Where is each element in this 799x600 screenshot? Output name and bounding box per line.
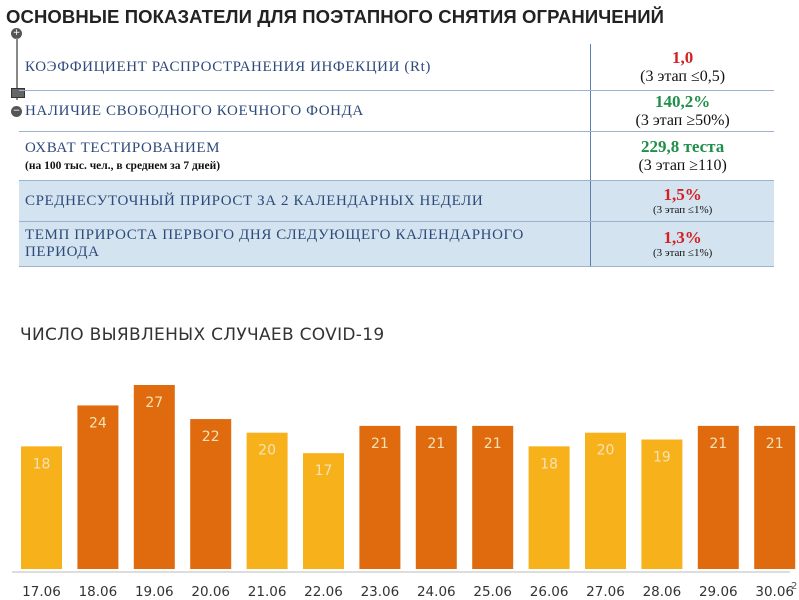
x-tick-label: 19.06 (135, 584, 174, 600)
indicator-row: НАЛИЧИЕ СВОБОДНОГО КОЕЧНОГО ФОНДА 140,2%(… (19, 91, 774, 132)
indicator-row: СРЕДНЕСУТОЧНЫЙ ПРИРОСТ ЗА 2 КАЛЕНДАРНЫХ … (19, 181, 774, 222)
x-tick-label: 26.06 (530, 584, 569, 600)
indicator-value: 1,0 (672, 48, 694, 68)
indicator-threshold: (3 этап ≥110) (638, 156, 727, 174)
indicator-value-cell: 1,5% (3 этап ≤1%) (590, 181, 774, 221)
page-title: ОСНОВНЫЕ ПОКАЗАТЕЛИ ДЛЯ ПОЭТАПНОГО СНЯТИ… (6, 6, 665, 27)
bar-30.06 (754, 425, 796, 569)
indicators-table: КОЭФФИЦИЕНТ РАСПРОСТРАНЕНИЯ ИНФЕКЦИИ (Rt… (19, 44, 774, 267)
zoom-slider-track (16, 38, 18, 100)
indicator-value-cell: 1,0 (3 этап ≤0,5) (590, 44, 774, 90)
page-number: 2 (791, 581, 797, 592)
bar-value-label: 24 (89, 415, 107, 431)
bar-22.06 (303, 453, 344, 569)
chart-title: ЧИСЛО ВЫЯВЛЕНЫХ СЛУЧАЕВ COVID-19 (20, 325, 385, 345)
indicator-label: СРЕДНЕСУТОЧНЫЙ ПРИРОСТ ЗА 2 КАЛЕНДАРНЫХ … (19, 181, 590, 221)
zoom-slider-thumb[interactable] (11, 88, 25, 98)
bar-value-label: 21 (709, 436, 727, 452)
indicator-label-text: ОХВАТ ТЕСТИРОВАНИЕМ (25, 140, 221, 156)
x-tick-label: 18.06 (79, 584, 118, 600)
indicator-label: НАЛИЧИЕ СВОБОДНОГО КОЕЧНОГО ФОНДА (19, 91, 590, 131)
zoom-slider[interactable]: + − (8, 28, 26, 118)
bar-value-label: 27 (145, 395, 163, 411)
indicator-row: КОЭФФИЦИЕНТ РАСПРОСТРАНЕНИЯ ИНФЕКЦИИ (Rt… (19, 44, 774, 91)
indicator-label: ОХВАТ ТЕСТИРОВАНИЕМ (на 100 тыс. чел., в … (19, 132, 590, 180)
bar-26.06 (528, 446, 570, 569)
bar-29.06 (697, 425, 739, 569)
bar-18.06 (77, 405, 119, 569)
bar-value-label: 21 (766, 436, 784, 452)
x-tick-label: 24.06 (417, 584, 456, 600)
bar-value-label: 19 (653, 450, 671, 466)
indicator-threshold: (3 этап ≤1%) (652, 247, 713, 260)
indicator-label-text: НАЛИЧИЕ СВОБОДНОГО КОЕЧНОГО ФОНДА (25, 102, 364, 119)
indicator-value: 229,8 теста (641, 137, 725, 157)
bar-23.06 (359, 425, 401, 569)
indicator-value-cell: 229,8 теста (3 этап ≥110) (590, 132, 774, 180)
x-tick-label: 27.06 (586, 584, 625, 600)
bar-value-label: 20 (597, 443, 615, 459)
x-tick-label: 25.06 (473, 584, 512, 600)
bar-25.06 (472, 425, 514, 569)
indicator-label-text: СРЕДНЕСУТОЧНЫЙ ПРИРОСТ ЗА 2 КАЛЕНДАРНЫХ … (25, 192, 484, 209)
zoom-in-icon[interactable]: + (11, 28, 22, 39)
x-tick-label: 22.06 (304, 584, 343, 600)
bar-value-label: 21 (427, 436, 445, 452)
indicator-threshold: (3 этап ≤0,5) (640, 67, 726, 85)
x-tick-label: 30.06 (755, 584, 794, 600)
bar-value-label: 22 (202, 429, 220, 445)
indicator-value-cell: 140,2% (3 этап ≥50%) (590, 91, 774, 131)
x-tick-label: 21.06 (248, 584, 287, 600)
bar-value-label: 21 (484, 436, 502, 452)
indicator-label-text: ТЕМП ПРИРОСТА ПЕРВОГО ДНЯ СЛЕДУЮЩЕГО КАЛ… (25, 227, 524, 260)
indicator-label: КОЭФФИЦИЕНТ РАСПРОСТРАНЕНИЯ ИНФЕКЦИИ (Rt… (19, 44, 590, 90)
x-tick-label: 29.06 (699, 584, 738, 600)
x-tick-label: 20.06 (191, 584, 230, 600)
bar-value-label: 17 (315, 463, 333, 479)
indicator-value: 1,3% (663, 227, 702, 247)
bar-24.06 (415, 425, 457, 569)
bar-20.06 (190, 419, 232, 569)
bar-28.06 (641, 439, 683, 569)
indicator-threshold: (3 этап ≥50%) (635, 111, 730, 129)
indicator-value-cell: 1,3% (3 этап ≤1%) (590, 222, 774, 266)
bar-value-label: 18 (33, 456, 51, 472)
indicator-value: 1,5% (663, 184, 702, 204)
x-tick-label: 23.06 (361, 584, 400, 600)
bar-value-label: 18 (540, 456, 558, 472)
indicator-sublabel: (на 100 тыс. чел., в среднем за 7 дней) (25, 160, 221, 172)
indicator-threshold: (3 этап ≤1%) (652, 204, 713, 217)
bar-21.06 (246, 432, 288, 569)
indicator-label: ТЕМП ПРИРОСТА ПЕРВОГО ДНЯ СЛЕДУЮЩЕГО КАЛ… (19, 222, 590, 266)
indicator-row: ОХВАТ ТЕСТИРОВАНИЕМ (на 100 тыс. чел., в … (19, 132, 774, 181)
bar-27.06 (585, 432, 626, 569)
zoom-out-icon[interactable]: − (11, 106, 22, 117)
bar-value-label: 20 (258, 443, 276, 459)
indicator-label-text: КОЭФФИЦИЕНТ РАСПРОСТРАНЕНИЯ ИНФЕКЦИИ (Rt… (25, 58, 431, 75)
bar-17.06 (21, 446, 62, 569)
indicator-value: 140,2% (655, 92, 711, 112)
x-tick-label: 28.06 (643, 584, 682, 600)
x-tick-label: 17.06 (22, 584, 61, 600)
bar-value-label: 21 (371, 436, 389, 452)
indicator-row: ТЕМП ПРИРОСТА ПЕРВОГО ДНЯ СЛЕДУЮЩЕГО КАЛ… (19, 222, 774, 267)
bar-19.06 (133, 385, 175, 569)
